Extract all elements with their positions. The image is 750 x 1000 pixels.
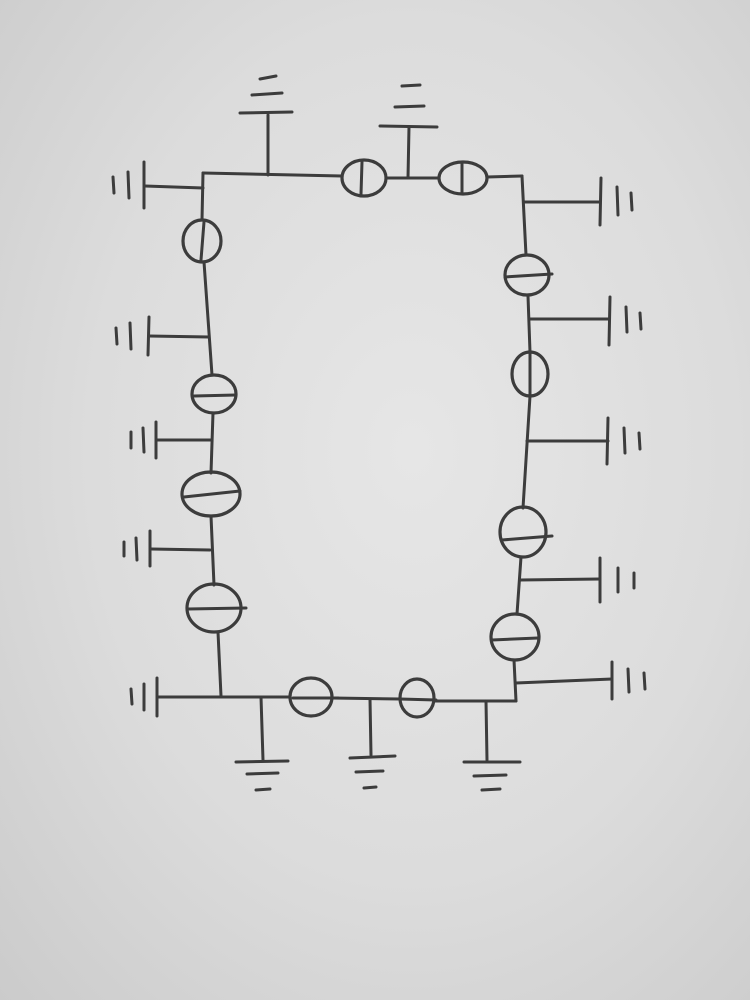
ground-symbol-right-1 <box>523 176 634 227</box>
ground-symbol-top-1 <box>238 74 294 177</box>
ground-symbol-right-2 <box>528 295 643 347</box>
component-circle-right-3 <box>498 505 554 559</box>
wire-right-d <box>515 555 523 616</box>
ground-symbol-left-1 <box>111 160 205 210</box>
ground-symbol-right-5 <box>514 660 647 701</box>
ground-symbol-bottom-2 <box>348 697 397 790</box>
ground-symbol-bottom-3 <box>462 699 522 792</box>
component-circle-right-1 <box>503 253 554 297</box>
component-circle-right-4 <box>489 612 541 662</box>
main-loop-wires <box>155 171 532 703</box>
wire-top-a <box>201 171 344 178</box>
wire-left-c <box>209 411 215 475</box>
ground-symbol-left-5 <box>129 676 223 718</box>
component-circle-top-2 <box>437 160 489 196</box>
wire-right-a <box>520 174 528 257</box>
component-circle-top-1 <box>340 158 388 198</box>
wire-left-d <box>209 514 216 587</box>
ground-symbol-left-4 <box>122 529 212 568</box>
component-circle-left-2 <box>190 373 238 415</box>
component-circle-bottom-2 <box>398 677 438 719</box>
ground-symbol-bottom-1 <box>234 695 290 792</box>
wire-right-b <box>526 294 532 354</box>
component-circle-right-2 <box>510 350 550 398</box>
wire-left-e <box>216 630 223 698</box>
component-circle-bottom-1 <box>288 676 340 718</box>
component-circle-left-4 <box>185 582 248 634</box>
ground-symbol-top-2 <box>378 83 439 180</box>
wire-right-c <box>521 394 532 510</box>
ground-symbol-left-2 <box>114 315 211 357</box>
wire-right-e <box>512 658 518 703</box>
component-circle-left-1 <box>181 218 223 264</box>
wire-top-c <box>485 174 524 179</box>
wire-left-a <box>200 171 205 222</box>
ground-symbol-right-3 <box>525 416 642 466</box>
wire-left-b <box>202 260 214 377</box>
ground-symbol-right-4 <box>518 556 636 604</box>
wire-bottom-b <box>330 696 402 701</box>
component-circle-left-3 <box>180 470 242 518</box>
ground-symbol-left-3 <box>129 420 213 460</box>
